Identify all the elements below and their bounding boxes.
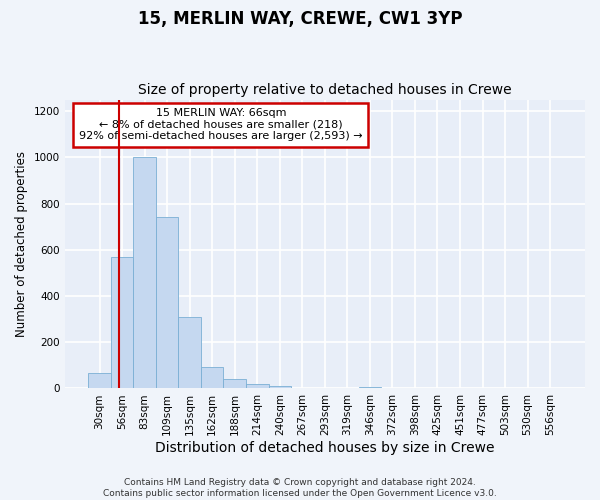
Bar — [223, 379, 246, 388]
Bar — [201, 366, 223, 388]
X-axis label: Distribution of detached houses by size in Crewe: Distribution of detached houses by size … — [155, 441, 494, 455]
Bar — [178, 317, 201, 388]
Title: Size of property relative to detached houses in Crewe: Size of property relative to detached ho… — [138, 83, 512, 97]
Y-axis label: Number of detached properties: Number of detached properties — [15, 151, 28, 337]
Text: Contains HM Land Registry data © Crown copyright and database right 2024.
Contai: Contains HM Land Registry data © Crown c… — [103, 478, 497, 498]
Bar — [156, 218, 178, 388]
Bar — [88, 374, 111, 388]
Text: 15 MERLIN WAY: 66sqm
← 8% of detached houses are smaller (218)
92% of semi-detac: 15 MERLIN WAY: 66sqm ← 8% of detached ho… — [79, 108, 362, 142]
Bar — [246, 384, 269, 388]
Text: 15, MERLIN WAY, CREWE, CW1 3YP: 15, MERLIN WAY, CREWE, CW1 3YP — [138, 10, 462, 28]
Bar — [133, 158, 156, 388]
Bar — [111, 257, 133, 388]
Bar — [359, 386, 381, 388]
Bar — [269, 386, 291, 388]
